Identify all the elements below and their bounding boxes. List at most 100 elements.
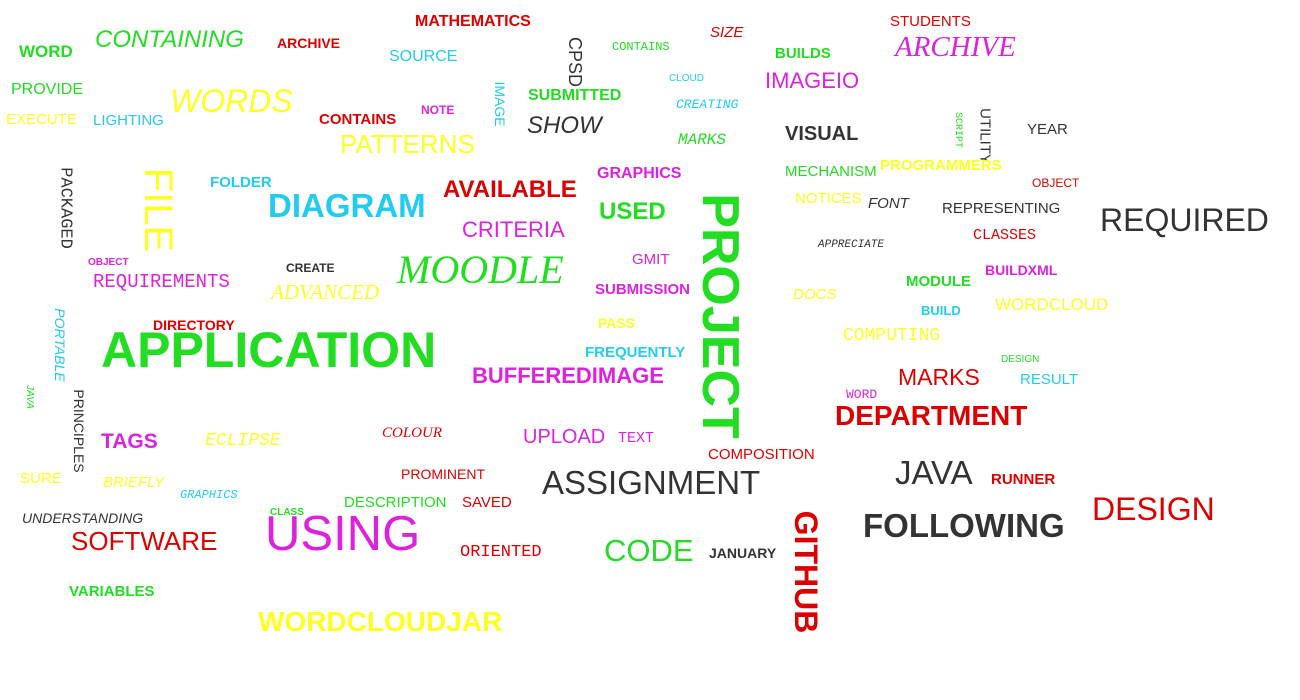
word-marks: MARKS [678,131,727,149]
word-word: WORD [19,42,73,61]
word-containing: CONTAINING [95,26,244,53]
word-frequently: FREQUENTLY [585,344,686,361]
word-show: SHOW [527,112,602,139]
word-cloud: CLOUD [669,73,705,84]
word-following: FOLLOWING [863,507,1065,544]
word-buildxml: BUILDXML [985,262,1058,278]
word-runner: RUNNER [991,471,1056,488]
word-imageio: IMAGEIO [765,68,860,93]
word-patterns: PATTERNS [340,129,475,159]
word-word-magenta: WORD [846,387,878,402]
word-result: RESULT [1020,371,1079,388]
word-archive: ARCHIVE [277,35,341,51]
word-object: OBJECT [1032,176,1080,190]
word-packaged: PACKAGED [55,167,75,249]
word-diagram: DIAGRAM [268,187,426,224]
word-description: DESCRIPTION [344,494,447,511]
word-directory: DIRECTORY [153,317,235,333]
word-composition: COMPOSITION [708,446,815,463]
word-department: DEPARTMENT [835,400,1028,431]
word-submitted: SUBMITTED [528,87,622,104]
word-used: USED [599,198,666,225]
word-folder: FOLDER [210,174,272,191]
word-sure: SURE [20,470,62,487]
word-eclipse: ECLIPSE [205,431,281,451]
word-wordcloud: WORDCLOUD [995,295,1109,314]
word-utility: UTILITY [976,108,994,164]
word-visual: VISUAL [785,123,859,145]
word-understanding: UNDERSTANDING [22,510,144,526]
word-words: WORDS [170,83,293,119]
word-notices: NOTICES [795,190,862,207]
word-mathematics: MATHEMATICS [415,13,531,30]
word-cpsd: CPSD [565,36,585,88]
word-design-small: DESIGN [1001,354,1040,365]
word-provide: PROVIDE [11,81,84,98]
word-creating: CREATING [676,97,739,112]
word-size: SIZE [710,24,744,41]
word-design: DESIGN [1092,491,1215,527]
word-software: SOFTWARE [71,526,218,556]
word-moodle: MOODLE [397,247,564,292]
word-assignment: ASSIGNMENT [542,464,761,501]
word-execute: EXECUTE [6,111,77,128]
word-builds: BUILDS [775,45,831,62]
word-oriented: ORIENTED [460,543,542,562]
word-project: PROJECT [691,193,749,439]
word-lighting: LIGHTING [93,112,164,129]
word-github: GITHUB [788,510,824,634]
word-january: JANUARY [709,545,777,561]
word-requirements: REQUIREMENTS [93,271,230,293]
word-colour: COLOUR [382,425,443,441]
word-bufferedimage: BUFFEREDIMAGE [472,363,664,388]
word-contains-green: CONTAINS [612,40,670,54]
word-archive-large: ARCHIVE [895,31,1016,63]
word-code: CODE [604,533,694,568]
word-module: MODULE [906,273,971,290]
word-saved: SAVED [462,494,512,511]
word-marks-red: MARKS [898,364,980,390]
word-submission: SUBMISSION [595,281,691,298]
word-briefly: BRIEFLY [103,474,165,491]
word-image: IMAGE [492,81,508,127]
word-contains-red: CONTAINS [319,111,397,128]
word-file: FILE [136,167,180,253]
word-create: CREATE [286,261,335,275]
word-available: AVAILABLE [443,176,577,203]
word-using: USING [265,507,421,561]
word-mechanism: MECHANISM [785,163,877,180]
word-portable: PORTABLE [52,308,68,382]
word-tags: TAGS [101,430,158,453]
word-required: REQUIRED [1100,202,1269,238]
word-year: YEAR [1027,121,1068,138]
word-script: SCRIPT [952,111,963,149]
word-criteria: CRITERIA [462,217,565,242]
word-prominent: PROMINENT [401,466,485,482]
word-build: BUILD [921,303,961,318]
word-class: CLASS [270,507,304,518]
word-application: APPLICATION [101,322,437,378]
word-docs: DOCS [793,286,837,303]
word-computing: COMPUTING [843,326,941,346]
word-gmit: GMIT [632,251,670,268]
word-principles: PRINCIPLES [71,389,87,473]
word-graphics: GRAPHICS [597,165,682,182]
word-java: JAVA [895,454,973,491]
word-source: SOURCE [389,48,458,65]
word-wordcloudjar: WORDCLOUDJAR [258,606,503,637]
word-font: FONT [868,195,909,212]
word-programmers: PROGRAMMERS [880,157,1002,174]
word-representing: REPRESENTING [942,200,1061,217]
word-upload: UPLOAD [523,426,606,448]
word-graphics-cyan: GRAPHICS [180,488,238,502]
word-text: TEXT [618,430,655,447]
word-variables: VARIABLES [69,583,155,600]
word-object-small: OBJECT [88,257,129,268]
word-note: NOTE [421,103,455,117]
word-pass: PASS [598,315,636,331]
word-students: STUDENTS [890,13,971,30]
word-appreciate: APPRECIATE [818,239,885,251]
word-advanced: ADVANCED [271,280,380,304]
word-classes: CLASSES [973,227,1037,244]
